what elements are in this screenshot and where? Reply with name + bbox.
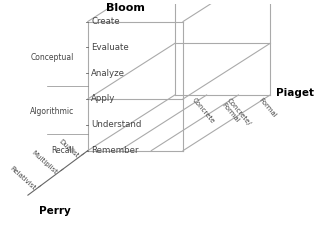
Text: Perry: Perry	[39, 206, 71, 216]
Text: Understand: Understand	[91, 120, 141, 129]
Text: Create: Create	[91, 17, 120, 26]
Text: Multiplist: Multiplist	[31, 149, 59, 175]
Text: Concrete/
Formal: Concrete/ Formal	[220, 97, 252, 131]
Text: Formal: Formal	[258, 97, 278, 119]
Text: Apply: Apply	[91, 94, 116, 104]
Text: Remember: Remember	[91, 146, 138, 155]
Text: Analyze: Analyze	[91, 69, 125, 78]
Text: Dualist: Dualist	[57, 139, 80, 160]
Text: Piaget: Piaget	[276, 88, 314, 98]
Text: Relativist: Relativist	[8, 166, 36, 192]
Text: Recall: Recall	[51, 146, 74, 155]
Text: Concrete: Concrete	[191, 97, 216, 125]
Text: Algorithmic: Algorithmic	[30, 107, 74, 116]
Text: Conceptual: Conceptual	[31, 53, 74, 62]
Text: Evaluate: Evaluate	[91, 43, 129, 52]
Text: Bloom: Bloom	[106, 2, 145, 13]
